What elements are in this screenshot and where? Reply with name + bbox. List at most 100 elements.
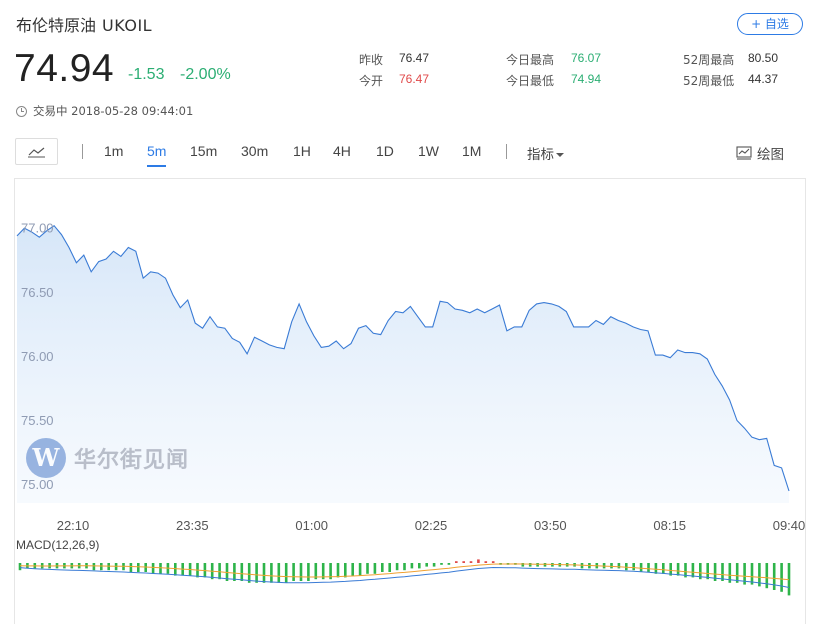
- macd-bar: [639, 563, 643, 572]
- x-tick-label: 22:10: [57, 518, 90, 533]
- y-tick-label: 77.00: [21, 221, 54, 236]
- instrument-symbol: UKOIL: [102, 16, 153, 35]
- macd-bar: [536, 563, 539, 567]
- stat-value: 74.94: [571, 72, 602, 86]
- last-price: 74.94: [14, 47, 115, 90]
- x-tick-label: 08:15: [653, 518, 686, 533]
- period-1mo[interactable]: 1M: [462, 143, 482, 159]
- stat-label: 52周最低: [683, 74, 735, 88]
- macd-bar: [662, 563, 665, 574]
- macd-bar: [137, 563, 140, 572]
- macd-bar: [336, 563, 340, 578]
- macd-bar: [447, 563, 451, 565]
- x-tick-label: 03:50: [534, 518, 567, 533]
- y-tick-label: 75.50: [21, 413, 54, 428]
- watermark-text: 华尔街见闻: [74, 447, 190, 473]
- macd-bar: [721, 563, 724, 581]
- y-tick-label: 76.00: [21, 349, 54, 364]
- stat-52w-high: 52周最高 80.50: [683, 51, 778, 68]
- stat-52w-low: 52周最低 44.37: [683, 72, 778, 89]
- chart-toolbar: 1m 5m 15m 30m 1H 4H 1D 1W 1M 指标 绘图: [0, 138, 823, 168]
- macd-bar: [728, 563, 732, 583]
- macd-bar: [373, 563, 377, 574]
- y-tick-label: 76.50: [21, 285, 54, 300]
- macd-bar: [706, 563, 709, 580]
- indicators-dropdown[interactable]: 指标: [527, 143, 564, 163]
- stat-value: 76.07: [571, 51, 602, 65]
- period-1w[interactable]: 1W: [418, 143, 439, 159]
- macd-bar: [765, 563, 769, 589]
- y-tick-label: 75.00: [21, 477, 54, 492]
- macd-bar: [403, 563, 406, 571]
- stat-label: 昨收: [359, 53, 384, 67]
- price-chart[interactable]: 77.00 76.50 76.00 75.50 75.00 22:10 23:35 01:0…: [14, 178, 806, 624]
- stat-value: 80.50: [748, 51, 779, 65]
- macd-bar: [713, 563, 717, 581]
- macd-bar: [366, 563, 369, 574]
- macd-bar: [151, 563, 155, 574]
- macd-bar: [270, 563, 273, 583]
- x-tick-label: 02:25: [415, 518, 448, 533]
- period-1m[interactable]: 1m: [104, 143, 124, 159]
- stat-value: 76.47: [399, 72, 430, 86]
- macd-bar: [174, 563, 177, 576]
- period-4h[interactable]: 4H: [333, 143, 351, 159]
- draw-label: 绘图: [757, 147, 784, 163]
- macd-bar: [758, 563, 761, 587]
- price-line: [16, 224, 790, 492]
- period-1h[interactable]: 1H: [293, 143, 311, 159]
- chart-type-button[interactable]: [15, 138, 58, 165]
- stat-label: 今日最低: [506, 74, 555, 88]
- macd-bar: [344, 563, 347, 578]
- stat-prev-close: 昨收 76.47: [359, 51, 429, 68]
- macd-bar: [329, 563, 332, 580]
- period-15m[interactable]: 15m: [190, 143, 218, 159]
- trading-status-text: 交易中 2018-05-28 09:44:01: [33, 104, 194, 118]
- macd-bar: [455, 561, 458, 563]
- macd-bar: [418, 563, 421, 569]
- macd-bar: [469, 561, 473, 563]
- price-change: -1.53: [128, 66, 165, 83]
- draw-chart-icon: [736, 146, 752, 160]
- macd-bar: [277, 563, 281, 583]
- macd-bar: [477, 559, 480, 563]
- draw-button[interactable]: 绘图: [736, 143, 784, 163]
- stat-label: 今开: [359, 74, 384, 88]
- macd-bar: [388, 563, 391, 572]
- add-watchlist-button[interactable]: + 自选: [737, 13, 803, 35]
- period-5m[interactable]: 5m: [147, 143, 167, 167]
- price-change-percent: -2.00%: [180, 66, 231, 83]
- macd-bar: [410, 563, 414, 569]
- macd-bar: [18, 563, 22, 571]
- macd-bar: [351, 563, 354, 576]
- macd-bar: [299, 563, 303, 581]
- macd-bar: [491, 561, 495, 563]
- period-30m[interactable]: 30m: [241, 143, 269, 159]
- macd-bar: [284, 563, 288, 583]
- macd-bar: [676, 563, 680, 576]
- caret-down-icon: [556, 153, 564, 157]
- instrument-title: 布伦特原油 UKOIL: [16, 12, 152, 36]
- x-tick-label: 23:35: [176, 518, 209, 533]
- macd-bar: [100, 563, 103, 571]
- macd-bar: [750, 563, 754, 585]
- clock-icon: [16, 105, 27, 117]
- watermark-logo: W 华尔街见闻: [26, 438, 189, 478]
- macd-bar: [528, 563, 532, 567]
- macd-bar: [255, 563, 258, 583]
- x-tick-label: 01:00: [295, 518, 328, 533]
- stat-day-high: 今日最高 76.07: [506, 51, 601, 68]
- macd-bar: [321, 563, 325, 580]
- macd-bar: [699, 563, 702, 580]
- macd-bar: [521, 563, 525, 567]
- macd-bar: [92, 563, 96, 571]
- macd-bar: [617, 563, 621, 569]
- macd-bar: [262, 563, 266, 583]
- macd-bar: [358, 563, 362, 576]
- macd-bar: [218, 563, 221, 580]
- watermark-mark: W: [26, 438, 66, 478]
- macd-bar: [247, 563, 251, 583]
- stat-label: 今日最高: [506, 53, 555, 67]
- period-1d[interactable]: 1D: [376, 143, 394, 159]
- stat-label: 52周最高: [683, 53, 735, 67]
